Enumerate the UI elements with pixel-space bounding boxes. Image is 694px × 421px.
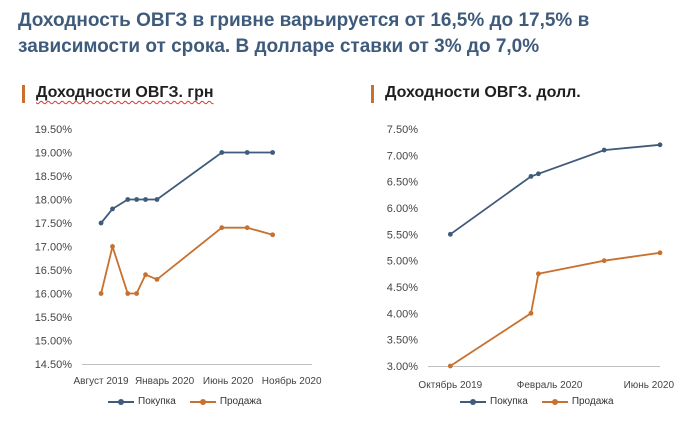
buy-legend-swatch [460,397,486,407]
headline-line-2: зависимости от срока. В долларе ставки о… [18,36,540,57]
uah-y-tick-label: 16.50% [35,265,73,277]
uah-buy-data-point [134,197,140,202]
uah-legend-sell: Продажа [189,396,262,407]
usd-legend-buy-label: Покупка [490,396,528,407]
uah-y-tick-label: 15.00% [35,336,73,348]
usd-y-tick-label: 4.00% [387,308,418,320]
usd-y-tick-label: 5.50% [387,229,418,241]
usd-sell-data-point [536,271,541,277]
uah-x-tick-label: Август 2019 [73,376,129,387]
usd-chart-legend: Покупка Продажа [460,396,614,407]
uah-sell-data-point [143,272,148,278]
usd-legend-buy: Покупка [460,396,528,407]
uah-chart-title: Доходности ОВГЗ. грн [36,84,214,102]
uah-x-tick-label: Ноябрь 2020 [262,375,322,387]
usd-y-tick-label: 6.50% [387,177,418,189]
usd-sell-data-point [657,250,663,256]
uah-y-tick-label: 17.50% [35,218,73,230]
usd-chart-title-bar [371,85,374,103]
page-headline: Доходность ОВГЗ в гривне варьируется от … [18,8,678,60]
usd-chart-title: Доходности ОВГЗ. долл. [385,84,581,101]
usd-sell-data-point [528,310,534,316]
usd-y-tick-label: 6.00% [387,203,418,215]
uah-x-tick-label: Январь 2020 [135,376,195,387]
usd-buy-data-point [601,147,607,153]
uah-buy-data-point [98,220,104,226]
uah-y-tick-label: 19.50% [35,124,73,136]
uah-sell-data-point [270,232,276,238]
uah-y-tick-label: 18.00% [35,195,73,207]
uah-buy-data-point [125,197,131,202]
usd-buy-series-line [449,143,661,236]
usd-y-tick-label: 4.50% [387,282,418,294]
uah-yield-chart: 14.50% 15.00% 15.50% 16.00% 16.50% 17.00% 17.5… [35,124,322,387]
uah-chart-title-bar [22,85,25,103]
uah-sell-series-line [100,226,273,295]
sell-legend-swatch [541,397,568,407]
usd-buy-data-point [536,171,541,177]
uah-buy-data-point [154,197,160,202]
uah-sell-data-point [98,291,104,296]
usd-buy-data-point [528,174,534,179]
usd-y-tick-label: 3.50% [387,335,418,347]
uah-legend-buy: Покупка [108,396,176,407]
uah-chart-title-text: Доходности ОВГЗ. грн [36,84,214,101]
usd-y-tick-label: 7.00% [387,150,418,162]
usd-sell-series-line [449,251,661,367]
usd-sell-data-point [447,363,453,369]
uah-buy-series-line [100,151,273,224]
uah-sell-data-point [219,225,225,231]
uah-sell-data-point [154,277,160,282]
uah-legend-sell-label: Продажа [219,396,262,407]
uah-buy-data-point [110,206,115,212]
usd-sell-data-point [601,258,607,264]
uah-x-tick-label: Июнь 2020 [203,376,254,387]
uah-legend-buy-label: Покупка [138,396,176,407]
uah-y-tick-label: 19.00% [35,148,73,160]
usd-y-tick-label: 5.00% [387,256,418,268]
uah-sell-data-point [110,244,115,249]
uah-y-tick-label: 15.50% [35,312,73,324]
uah-chart-legend: Покупка Продажа [108,396,262,407]
headline-line-1: Доходность ОВГЗ в гривне варьируется от … [18,10,590,31]
uah-y-tick-label: 14.50% [35,359,73,371]
uah-sell-data-point [244,225,250,231]
usd-x-tick-label: Февраль 2020 [517,380,583,391]
usd-yield-chart: 3.00% 3.50% 4.00% 4.50% 5.00% 5.50% 6.00% 6.50%… [387,124,675,391]
uah-buy-data-point [219,150,225,155]
uah-sell-data-point [134,291,140,296]
uah-buy-data-point [270,150,276,155]
sell-legend-swatch [189,397,216,407]
usd-y-tick-label: 3.00% [387,361,418,373]
uah-y-tick-label: 16.00% [35,289,73,301]
usd-buy-data-point [447,231,453,237]
uah-y-tick-label: 18.50% [35,171,73,183]
uah-sell-data-point [125,291,131,296]
usd-legend-sell: Продажа [541,396,614,407]
uah-buy-data-point [244,150,250,155]
uah-buy-data-point [143,197,148,202]
uah-y-tick-label: 17.00% [35,242,73,254]
usd-x-tick-label: Октябрь 2019 [418,379,482,391]
usd-y-tick-label: 7.50% [387,124,418,136]
buy-legend-swatch [108,397,134,407]
usd-x-tick-label: Июнь 2020 [624,380,675,391]
usd-buy-data-point [657,142,663,148]
usd-legend-sell-label: Продажа [571,396,614,407]
